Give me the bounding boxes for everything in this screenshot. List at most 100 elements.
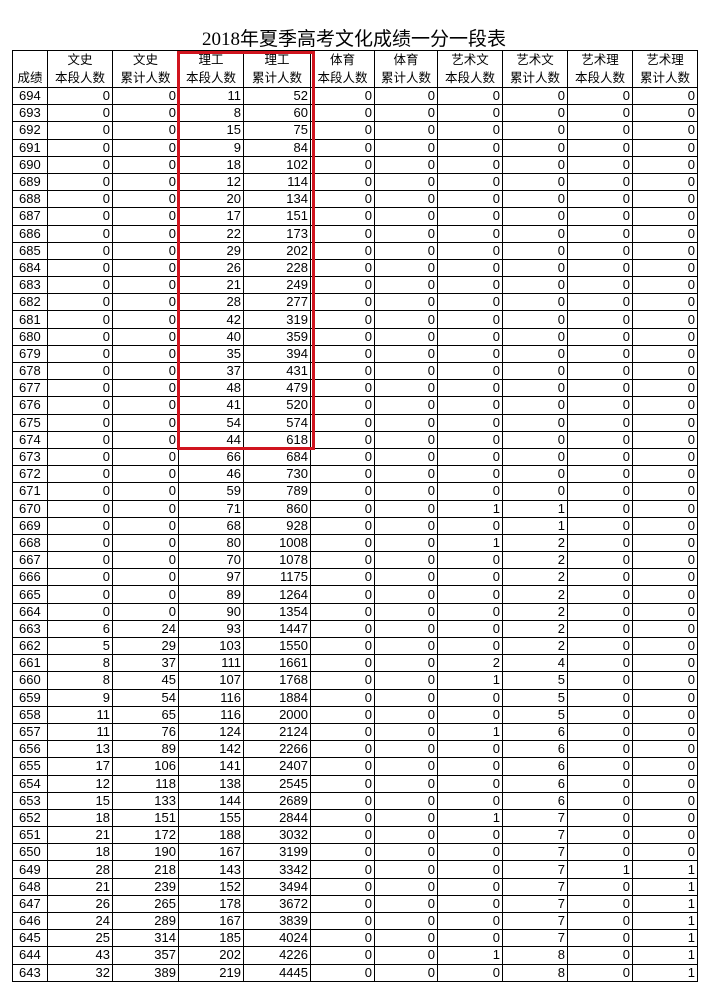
count-cell: 0	[374, 499, 438, 518]
count-cell: 0	[567, 568, 633, 587]
count-cell: 0	[374, 602, 438, 621]
count-cell: 70	[178, 551, 244, 570]
count-cell: 0	[632, 602, 698, 621]
count-cell: 0	[47, 396, 113, 415]
score-cell: 653	[12, 791, 48, 810]
count-cell: 0	[567, 757, 633, 776]
count-cell: 0	[112, 276, 179, 295]
score-cell: 691	[12, 138, 48, 157]
score-cell: 647	[12, 894, 48, 914]
count-cell: 0	[567, 310, 633, 329]
count-cell: 7	[502, 860, 568, 879]
count-cell: 219	[178, 963, 244, 982]
count-cell: 357	[112, 946, 179, 965]
table-row: 643 32 389 219 4445 0 0 0 8 0 1	[12, 963, 698, 982]
count-cell: 141	[178, 757, 244, 776]
count-cell: 0	[310, 172, 375, 192]
count-cell: 0	[437, 327, 503, 346]
count-cell: 0	[310, 843, 375, 862]
count-cell: 0	[47, 224, 113, 243]
count-cell: 0	[502, 379, 568, 398]
count-cell: 0	[632, 722, 698, 742]
score-cell: 682	[12, 293, 48, 312]
count-cell: 0	[310, 190, 375, 209]
count-cell: 138	[178, 774, 244, 793]
count-cell: 35	[178, 344, 244, 364]
count-cell: 4226	[243, 946, 311, 965]
score-cell: 649	[12, 860, 48, 879]
count-cell: 0	[374, 533, 438, 553]
count-cell: 0	[310, 396, 375, 415]
count-cell: 0	[502, 86, 568, 106]
count-cell: 5	[502, 688, 568, 707]
count-cell: 0	[374, 946, 438, 965]
count-cell: 80	[178, 533, 244, 553]
count-cell: 0	[632, 155, 698, 174]
count-cell: 0	[310, 361, 375, 381]
count-cell: 0	[310, 327, 375, 346]
count-cell: 8	[178, 104, 244, 123]
count-cell: 26	[47, 894, 113, 914]
count-cell: 0	[632, 396, 698, 415]
count-cell: 0	[437, 757, 503, 776]
table-row: 664 0 0 90 1354 0 0 0 2 0 0	[12, 602, 698, 621]
count-cell: 4024	[243, 929, 311, 948]
count-cell: 0	[437, 860, 503, 879]
count-cell: 0	[310, 138, 375, 157]
count-cell: 1	[632, 929, 698, 948]
table-row: 679 0 0 35 394 0 0 0 0 0 0	[12, 344, 698, 364]
count-cell: 59	[178, 482, 244, 501]
count-cell: 1	[437, 671, 503, 690]
count-cell: 0	[112, 121, 179, 140]
table-row: 691 0 0 9 84 0 0 0 0 0 0	[12, 138, 698, 157]
score-cell: 671	[12, 482, 48, 501]
count-cell: 116	[178, 705, 244, 724]
count-cell: 0	[47, 138, 113, 157]
count-cell: 178	[178, 894, 244, 914]
count-cell: 0	[567, 740, 633, 759]
count-cell: 28	[178, 293, 244, 312]
count-cell: 37	[112, 654, 179, 673]
count-cell: 32	[47, 963, 113, 982]
count-cell: 0	[112, 482, 179, 501]
count-cell: 0	[437, 568, 503, 587]
count-cell: 0	[310, 379, 375, 398]
count-cell: 0	[310, 276, 375, 295]
count-cell: 0	[310, 791, 375, 810]
count-cell: 0	[310, 877, 375, 896]
count-cell: 102	[243, 155, 311, 174]
table-row: 685 0 0 29 202 0 0 0 0 0 0	[12, 241, 698, 260]
count-cell: 0	[567, 551, 633, 570]
count-cell: 0	[374, 172, 438, 192]
count-cell: 0	[567, 241, 633, 260]
count-cell: 1175	[243, 568, 311, 587]
count-cell: 0	[112, 602, 179, 621]
count-cell: 40	[178, 327, 244, 346]
count-cell: 202	[243, 241, 311, 260]
score-cell: 692	[12, 121, 48, 140]
count-cell: 0	[567, 705, 633, 724]
count-cell: 1768	[243, 671, 311, 690]
count-cell: 190	[112, 843, 179, 862]
count-cell: 0	[47, 344, 113, 364]
count-cell: 0	[632, 379, 698, 398]
count-cell: 8	[502, 946, 568, 965]
score-cell: 652	[12, 808, 48, 828]
score-cell: 674	[12, 430, 48, 449]
count-cell: 265	[112, 894, 179, 914]
count-cell: 277	[243, 293, 311, 312]
count-cell: 0	[567, 413, 633, 432]
score-cell: 665	[12, 585, 48, 604]
count-cell: 0	[567, 671, 633, 690]
count-cell: 0	[374, 379, 438, 398]
count-cell: 0	[632, 808, 698, 828]
count-cell: 1	[632, 877, 698, 896]
count-cell: 0	[374, 791, 438, 810]
count-cell: 0	[47, 104, 113, 123]
count-cell: 0	[502, 190, 568, 209]
count-cell: 0	[632, 172, 698, 192]
count-cell: 0	[47, 533, 113, 553]
count-cell: 0	[437, 585, 503, 604]
count-cell: 0	[437, 430, 503, 449]
count-cell: 359	[243, 327, 311, 346]
